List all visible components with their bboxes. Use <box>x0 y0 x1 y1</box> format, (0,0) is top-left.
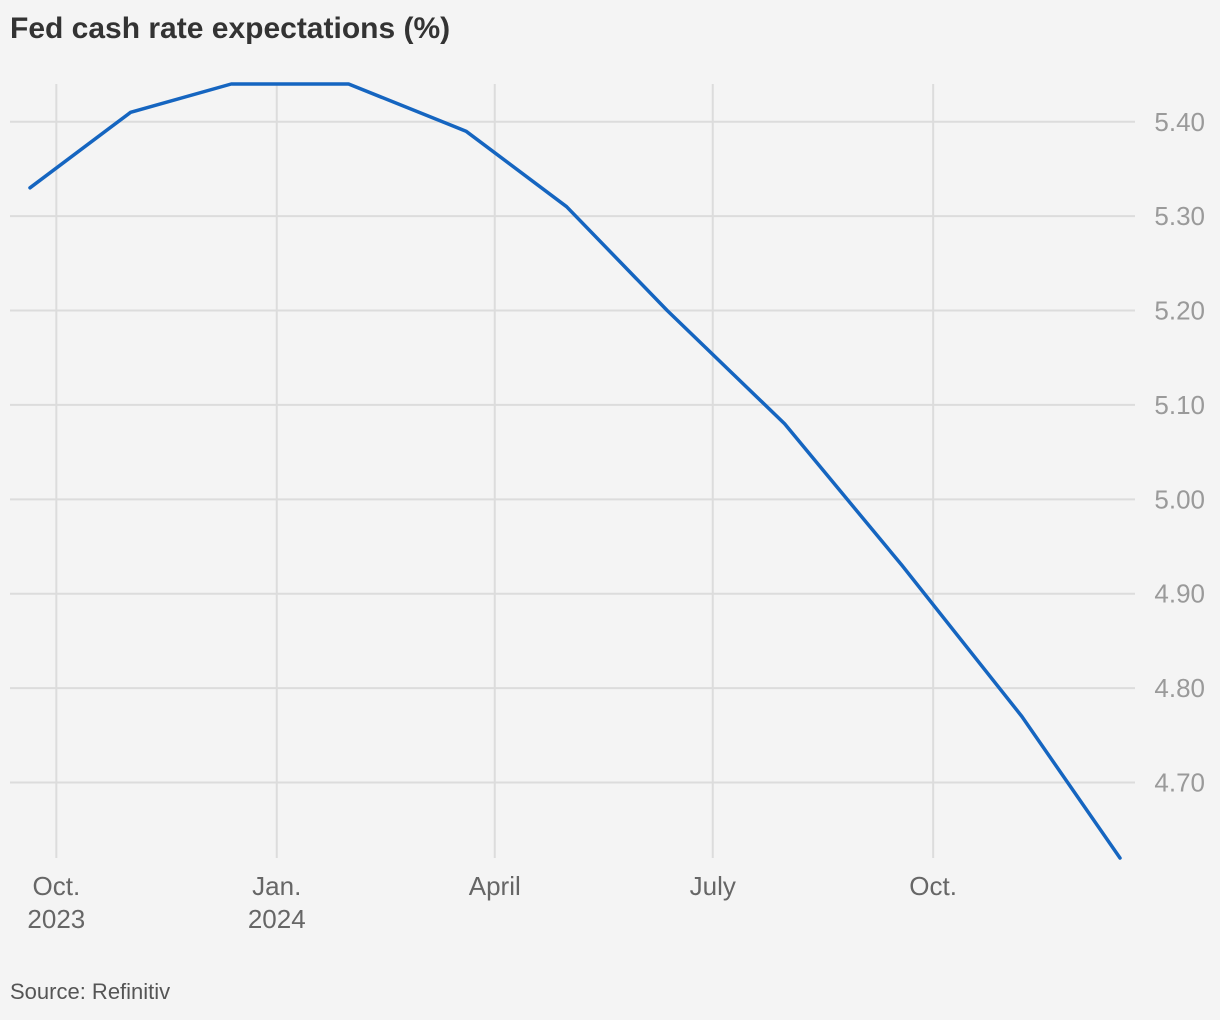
x-tick-label: April <box>469 871 521 901</box>
x-tick-year-label: 2023 <box>27 904 85 934</box>
y-tick-label: 4.80 <box>1154 673 1205 703</box>
series-layer <box>28 82 1122 860</box>
x-tick-year-label: 2024 <box>248 904 306 934</box>
series-line <box>28 82 1122 860</box>
x-tick-label: Oct. <box>909 871 957 901</box>
vertical-gridlines <box>55 84 935 858</box>
y-tick-label: 5.40 <box>1154 107 1205 137</box>
horizontal-gridlines <box>10 120 1135 784</box>
y-axis-tick-labels: 5.40 5.30 5.20 5.10 5.00 4.90 4.80 4.70 <box>1154 107 1205 798</box>
x-tick-label: July <box>690 871 736 901</box>
y-tick-label: 5.20 <box>1154 296 1205 326</box>
y-tick-label: 5.10 <box>1154 390 1205 420</box>
source-note: Source: Refinitiv <box>10 979 171 1004</box>
y-tick-label: 5.00 <box>1154 484 1205 514</box>
chart-title: Fed cash rate expectations (%) <box>10 12 451 45</box>
y-tick-label: 4.90 <box>1154 579 1205 609</box>
y-tick-label: 5.30 <box>1154 201 1205 231</box>
y-tick-label: 4.70 <box>1154 767 1205 797</box>
x-tick-label: Jan. <box>252 871 301 901</box>
x-tick-label: Oct. <box>33 871 81 901</box>
